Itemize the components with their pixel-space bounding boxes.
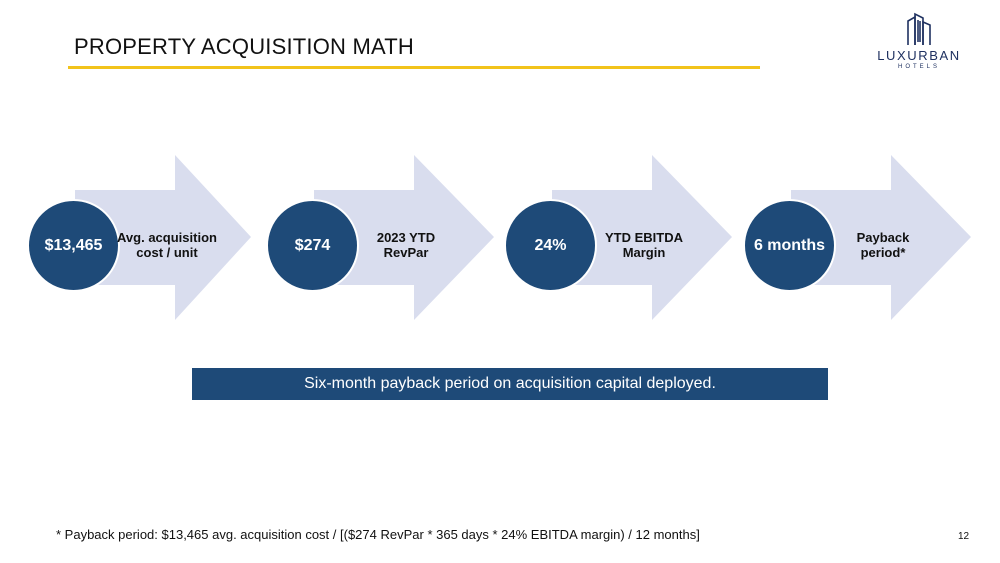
page-number: 12	[958, 531, 970, 542]
logo-tagline: HOTELS	[897, 64, 940, 70]
building-icon	[907, 12, 931, 45]
logo-wordmark: LUXURBAN	[877, 48, 961, 63]
step-revpar: $274 2023 YTD RevPar	[266, 155, 540, 320]
step-value-circle: $274	[266, 199, 359, 292]
summary-banner: Six-month payback period on acquisition …	[192, 368, 828, 400]
step-value-circle: $13,465	[27, 199, 120, 292]
arrow-shape	[75, 155, 251, 320]
step-label: YTD EBITDA Margin	[605, 229, 683, 260]
title-divider	[68, 66, 760, 69]
step-ebitda-margin: 24% YTD EBITDA Margin	[504, 155, 778, 320]
arrow-shape	[791, 155, 971, 320]
step-label: Payback period*	[856, 229, 910, 260]
arrow-shape	[552, 155, 732, 320]
page-title: PROPERTY ACQUISITION MATH	[74, 34, 414, 59]
arrow-shape	[314, 155, 494, 320]
step-label: 2023 YTD RevPar	[376, 229, 436, 260]
step-label: Avg. acquisition cost / unit	[117, 229, 217, 260]
step-value-circle: 24%	[504, 199, 597, 292]
footnote: * Payback period: $13,465 avg. acquisiti…	[56, 527, 700, 542]
company-logo: LUXURBAN HOTELS	[868, 12, 970, 74]
step-value-circle: 6 months	[743, 199, 836, 292]
step-acquisition-cost: $13,465 Avg. acquisition cost / unit	[27, 155, 301, 320]
step-payback-period: 6 months Payback period*	[743, 155, 1000, 320]
